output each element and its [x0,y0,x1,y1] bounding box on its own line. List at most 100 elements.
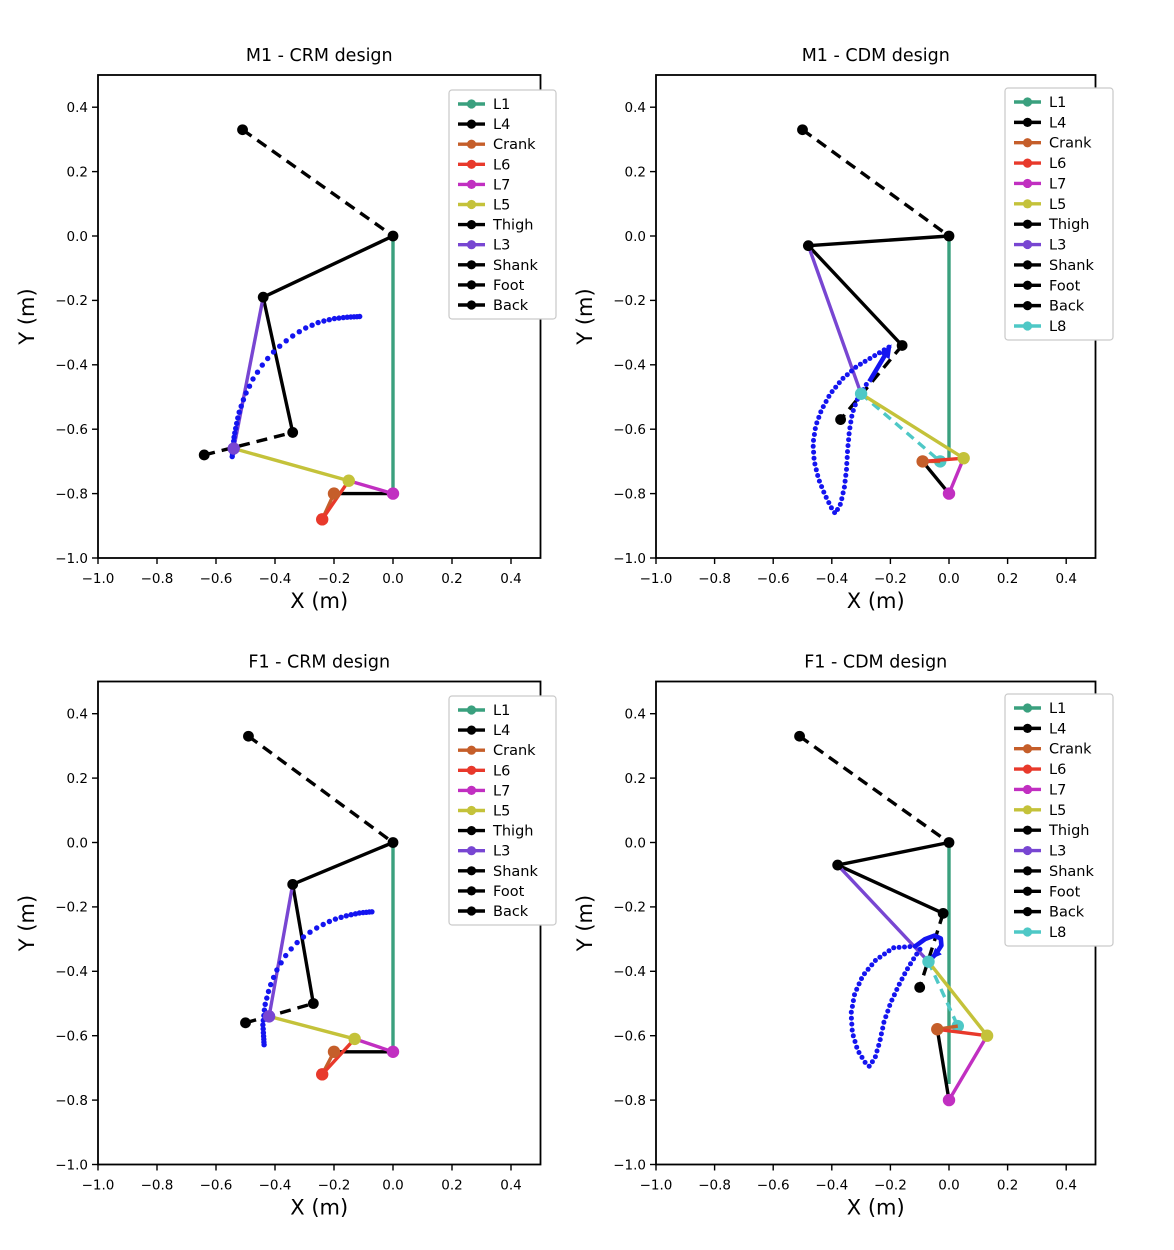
legend-item-shank: Shank [458,864,538,880]
trajectory-dot [845,443,851,449]
trajectory-dot [852,992,857,998]
legend-swatch-marker [466,765,477,775]
link-l5 [927,960,989,1037]
legend-item-foot: Foot [458,278,525,294]
legend-item-foot: Foot [1014,278,1081,294]
y-tick-label: −0.8 [613,486,646,502]
subplot-f1-crm: −1.0 −0.8 −0.6 −0.4 −0.2 0.0 0.2 0.4 0.4 0.2 0.0 −0… [15,653,557,1220]
link-shank [918,912,945,988]
y-tick-label: −0.6 [55,1029,88,1045]
legend-item-l3: L3 [458,238,510,254]
link-l7 [348,479,394,496]
legend-swatch-marker [1022,301,1033,311]
legend-label: L1 [1049,95,1066,111]
legend-label: Shank [1049,258,1094,274]
trajectory-dot [859,1054,865,1060]
trajectory-dot [283,952,289,959]
trajectory [260,909,375,1048]
x-tick-label: 0.4 [1055,1178,1076,1194]
legend-label: L1 [493,703,510,719]
trajectory-dot [235,415,241,421]
y-tick-label: −0.8 [613,1093,646,1109]
trajectory-dot [878,1031,884,1037]
x-tick-label: −1.0 [82,571,115,587]
link-foot [935,1028,951,1101]
trajectory-dot [294,939,300,946]
trajectory-dot [848,1015,854,1021]
legend-label: L3 [493,844,510,860]
x-tick-label: −0.2 [318,1178,351,1194]
joint-marker-yellow [957,451,970,465]
legend-swatch-marker [1022,927,1033,937]
legend-item-thigh: Thigh [458,824,533,840]
y-tick-label: 0.4 [67,100,88,116]
trajectory-dot [856,981,862,987]
joint-marker-black [287,878,299,890]
trajectory [229,313,363,460]
legend-label: L4 [493,117,510,133]
joint-marker-black [794,730,805,742]
trajectory-dot [889,997,895,1003]
legend-label: Back [493,298,529,314]
legend-item-crank: Crank [1014,742,1092,758]
trajectory-dot [315,319,321,326]
legend-swatch-marker [1022,260,1033,270]
legend-swatch-marker [1022,178,1033,189]
legend-swatch-marker [466,886,477,896]
legend-item-l6: L6 [1014,156,1066,172]
y-tick-label: −1.0 [55,1157,88,1173]
trajectory-dot [844,461,850,466]
trajectory-dot [309,322,315,328]
legend-swatch-marker [1022,280,1033,290]
x-tick-label: 0.2 [441,1178,462,1194]
link-thigh [808,234,950,248]
trajectory-dot [819,484,825,490]
legend-item-l5: L5 [1014,803,1066,819]
subplot-title: F1 - CDM design [804,653,947,673]
trajectory-dot [823,494,829,500]
y-axis-label: Y (m) [15,895,39,952]
y-axis-label: Y (m) [573,895,597,952]
legend-frame [1004,87,1114,341]
x-tick-label: −0.6 [200,1178,233,1194]
legend-swatch-marker [1022,886,1033,896]
trajectory-dot [823,399,829,404]
trajectory-dot [816,414,822,420]
legend-item-l8: L8 [1014,925,1066,941]
joint-marker-cyan [922,955,935,968]
trajectory-dot [811,432,817,437]
trajectory-dot [905,966,910,972]
legend-label: L4 [1049,115,1066,131]
legend-label: L7 [493,783,510,799]
legend-label: L6 [1049,762,1066,778]
trajectory-dot [314,925,320,931]
legend-item-l6: L6 [458,157,510,173]
legend-label: Foot [1049,884,1081,900]
joint-marker-black [797,124,808,136]
legend-label: L3 [1049,844,1066,860]
legend-swatch-marker [466,705,477,715]
y-tick-label: 0.0 [625,835,646,851]
trajectory-dot [813,467,819,473]
trajectory-dot [842,478,848,484]
legend-label: L4 [1049,721,1066,737]
trajectory-dot [303,325,309,331]
legend-label: L5 [493,198,510,214]
legend-item-l1: L1 [1014,701,1066,717]
legend-label: L6 [493,157,510,173]
trajectory-dot [849,413,855,419]
x-tick-label: 0.0 [382,571,403,587]
legend-swatch-marker [1022,199,1033,209]
y-tick-label: 0.2 [67,771,88,787]
legend-item-l1: L1 [458,703,510,719]
legend-swatch-marker [466,785,477,796]
legend-label: L5 [1049,803,1066,819]
joint-marker-black [257,291,269,303]
joint-marker-purple [262,1010,276,1023]
legend-swatch-marker [466,280,477,290]
joint-marker-black [287,427,299,438]
trajectory-dot [850,408,856,413]
legend-label: Crank [493,137,536,153]
x-tick-label: −0.6 [757,571,790,587]
